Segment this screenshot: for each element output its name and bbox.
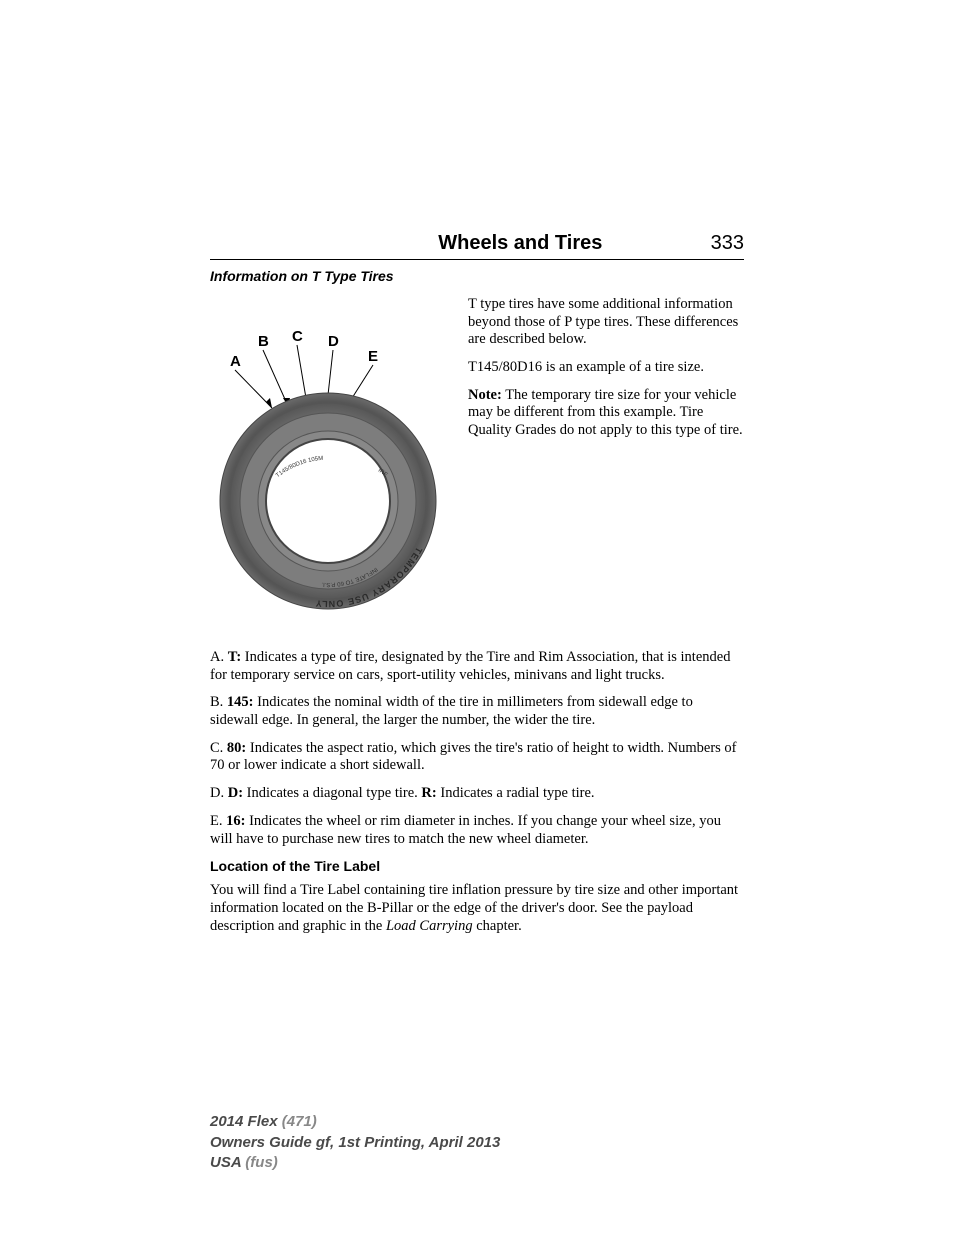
figure-text-row: A B C D E	[210, 296, 744, 631]
definition-b: B. 145: Indicates the nominal width of t…	[210, 694, 744, 729]
note-text: The temporary tire size for your vehicle…	[468, 387, 743, 438]
note-label: Note:	[468, 387, 502, 403]
subheading: Information on T Type Tires	[210, 268, 744, 284]
definition-a: A. T: Indicates a type of tire, designat…	[210, 649, 744, 684]
label-d: D	[328, 333, 339, 350]
definition-e: E. 16: Indicates the wheel or rim diamet…	[210, 813, 744, 848]
label-e: E	[368, 348, 378, 365]
footer-line: USA (fus)	[210, 1153, 500, 1173]
page-header: Wheels and Tires 333	[210, 232, 744, 260]
intro-text-column: T type tires have some additional inform…	[468, 296, 744, 631]
pointer-line	[263, 350, 288, 406]
note-para: Note: The temporary tire size for your v…	[468, 387, 744, 440]
definition-d: D. D: Indicates a diagonal type tire. R:…	[210, 785, 744, 803]
tire-diagram: A B C D E	[210, 296, 450, 631]
label-c: C	[292, 328, 303, 345]
location-heading: Location of the Tire Label	[210, 858, 744, 874]
intro-para: T type tires have some additional inform…	[468, 296, 744, 349]
page-footer: 2014 Flex (471) Owners Guide gf, 1st Pri…	[210, 1112, 500, 1173]
label-a: A	[230, 353, 241, 370]
intro-para: T145/80D16 is an example of a tire size.	[468, 359, 744, 377]
location-para: You will find a Tire Label containing ti…	[210, 882, 744, 935]
tire-svg: A B C D E	[210, 296, 450, 626]
tire-center	[266, 439, 390, 563]
label-b: B	[258, 333, 269, 350]
footer-line: 2014 Flex (471)	[210, 1112, 500, 1132]
definition-c: C. 80: Indicates the aspect ratio, which…	[210, 740, 744, 775]
page-number: 333	[711, 232, 744, 255]
section-title: Wheels and Tires	[210, 232, 711, 255]
footer-line: Owners Guide gf, 1st Printing, April 201…	[210, 1133, 500, 1153]
document-page: Wheels and Tires 333 Information on T Ty…	[0, 0, 954, 935]
